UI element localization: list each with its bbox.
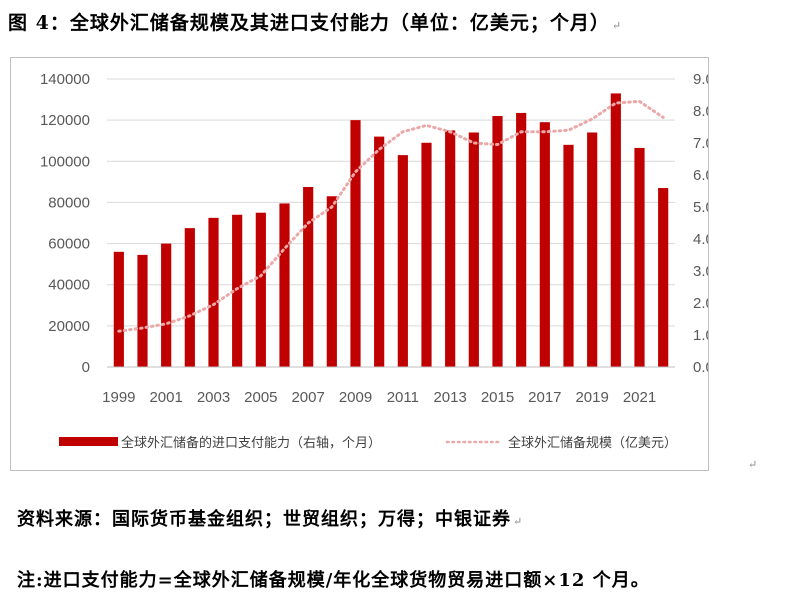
bar [255,212,266,367]
x-axis-tick-label: 2001 [149,389,182,406]
left-axis-tick-label: 140000 [40,71,90,88]
left-axis-tick-label: 40000 [48,277,90,294]
bar [113,251,124,367]
chart-svg: 0 20000 40000 60000 80000 100000 120000 140000 0… [40,71,708,451]
source-line: 资料来源：国际货币基金组织；世贸组织；万得；中银证券 ↵ [17,505,523,531]
bar [658,188,669,367]
note-text: 注:进口支付能力=全球外汇储备规模/年化全球货物贸易进口额×12 个月。 [17,570,650,591]
x-axis-tick-label: 1999 [102,389,135,406]
right-axis-tick-label: 5.00 [693,199,708,216]
x-axis-tick-label: 2009 [339,389,372,406]
paragraph-mark-icon: ↵ [611,19,623,32]
bar [445,130,456,367]
left-axis-tick-label: 20000 [48,318,90,335]
bar [208,217,219,367]
note-line: 注:进口支付能力=全球外汇储备规模/年化全球货物贸易进口额×12 个月。 [17,566,650,592]
right-axis-tick-label: 3.00 [693,263,708,280]
bar [137,254,148,367]
bar [492,116,503,368]
right-axis-tick-label: 2.00 [693,295,708,312]
legend-line-label: 全球外汇储备规模（亿美元） [508,435,677,451]
x-axis-tick-label: 2011 [387,389,419,406]
bar [279,203,290,367]
bar [563,144,574,367]
chart-container: 0 20000 40000 60000 80000 100000 120000 140000 0… [10,57,709,471]
right-axis-tick-label: 1.00 [693,327,708,344]
bar [397,155,408,367]
bar [610,93,621,368]
x-axis-tick-label: 2007 [291,389,324,406]
right-axis-tick-label: 0.00 [693,359,708,376]
right-axis-tick-label: 9.00 [693,71,708,88]
x-axis-tick-label: 2019 [575,389,608,406]
bar [587,132,598,367]
bar [634,147,645,367]
bar [516,112,527,367]
bar [374,136,385,367]
left-axis-tick-label: 80000 [48,194,90,211]
legend-bar-label: 全球外汇储备的进口支付能力（右轴，个月） [121,435,381,451]
figure-title-text: 图 4：全球外汇储备规模及其进口支付能力（单位：亿美元；个月） [8,12,610,34]
bar [303,187,314,367]
bar [184,228,195,367]
right-axis-tick-label: 4.00 [693,231,708,248]
bar [232,214,243,367]
figure-title: 图 4：全球外汇储备规模及其进口支付能力（单位：亿美元；个月） ↵ [8,8,622,35]
right-axis-tick-label: 6.00 [693,167,708,184]
bar [539,122,550,367]
right-axis-tick-label: 8.00 [693,103,708,120]
right-axis-tick-label: 7.00 [693,135,708,152]
x-axis-tick-label: 2013 [433,389,466,406]
left-axis-tick-label: 120000 [40,112,90,129]
bar [350,120,361,367]
bar [326,196,337,367]
left-axis-tick-label: 0 [82,359,90,376]
bar [161,243,172,367]
source-text: 资料来源：国际货币基金组织；世贸组织；万得；中银证券 [17,509,511,530]
x-axis-tick-label: 2017 [528,389,561,406]
paragraph-mark-icon: ↵ [513,515,524,528]
left-axis-tick-label: 100000 [40,153,90,170]
x-axis-tick-label: 2015 [481,389,514,406]
series-line [117,99,665,333]
x-axis-tick-label: 2003 [197,389,230,406]
x-axis-tick-label: 2005 [244,389,277,406]
left-axis-tick-label: 60000 [48,236,90,253]
paragraph-mark-icon: ↵ [748,458,758,471]
x-axis-tick-label: 2021 [623,389,656,406]
legend-bar-swatch [59,437,118,446]
bar [468,132,479,367]
bar [421,142,432,367]
